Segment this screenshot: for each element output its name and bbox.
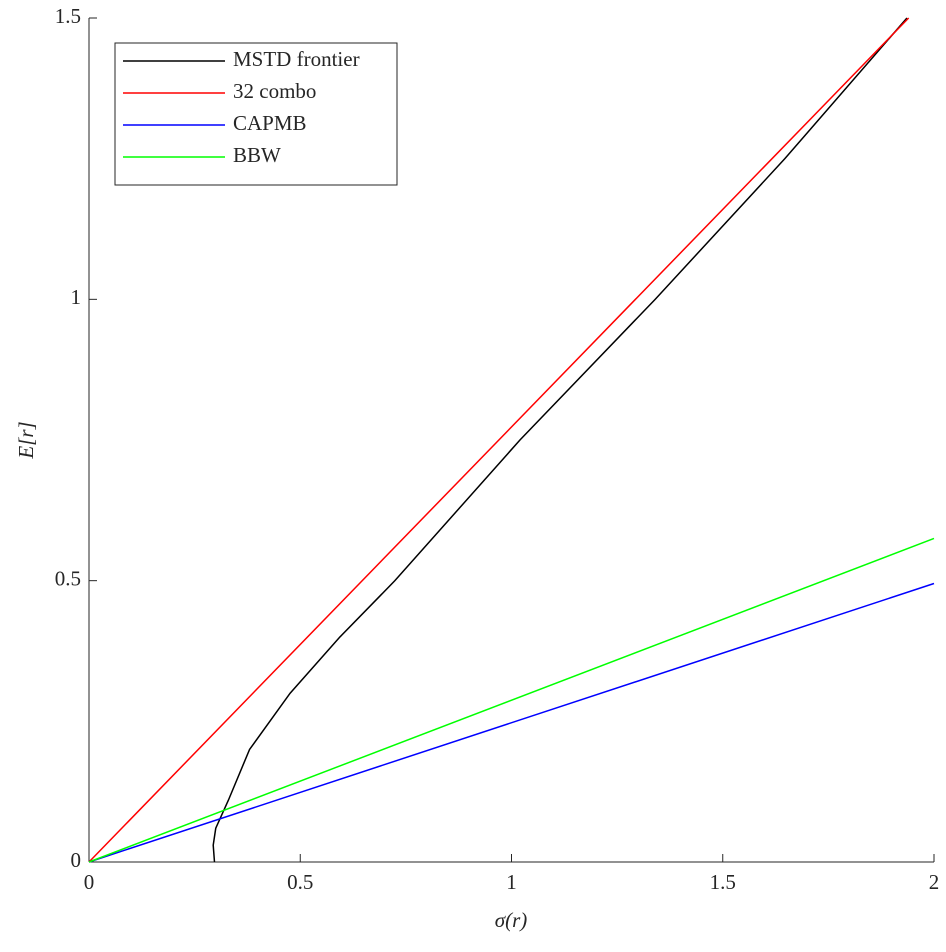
x-tick-label: 2 — [929, 870, 940, 894]
y-tick-label: 0 — [71, 848, 82, 872]
legend-label: MSTD frontier — [233, 47, 360, 71]
series-line — [88, 17, 910, 863]
y-tick-label: 1 — [71, 285, 82, 309]
series-line — [88, 582, 935, 863]
y-tick-label: 1.5 — [55, 4, 81, 28]
legend-label: BBW — [233, 143, 281, 167]
x-axis-label: σ(r) — [495, 908, 528, 932]
x-tick-label: 0.5 — [287, 870, 313, 894]
x-tick-label: 1.5 — [710, 870, 736, 894]
legend-label: 32 combo — [233, 79, 316, 103]
y-axis-label: E[r] — [14, 421, 38, 459]
legend-label: CAPMB — [233, 111, 307, 135]
series-line — [212, 17, 908, 863]
legend-box — [114, 42, 398, 186]
y-tick-label: 0.5 — [55, 566, 81, 590]
x-tick-label: 0 — [84, 870, 95, 894]
x-tick-label: 1 — [506, 870, 517, 894]
series-line — [88, 537, 935, 863]
